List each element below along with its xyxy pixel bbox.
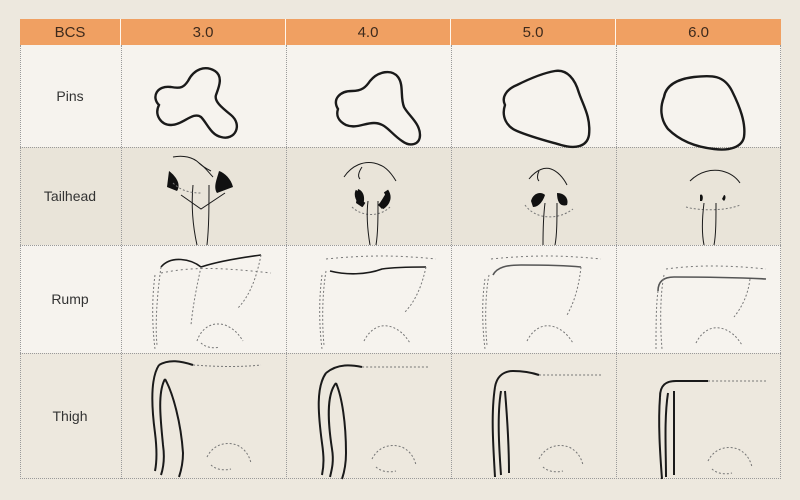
grid-hline (20, 245, 781, 246)
grid-hline (20, 353, 781, 354)
grid-vline (121, 45, 122, 479)
header-score-5: 5.0 (451, 19, 616, 45)
grid-hline (20, 478, 781, 479)
rump-drawing-bcs-6 (655, 265, 767, 350)
grid-vline (616, 45, 617, 479)
grid-vline (451, 45, 452, 479)
grid-vline (20, 45, 21, 479)
tailhead-drawing-bcs-4 (343, 162, 397, 246)
rump-drawing-bcs-4 (319, 255, 437, 350)
row-label-rump: Rump (51, 291, 89, 307)
row-bg-rump (20, 245, 781, 353)
header-bcs: BCS (20, 19, 121, 45)
bcs-table: BCS 3.0 4.0 5.0 6.0 Pins Tailhead Rump T… (20, 19, 781, 480)
tailhead-drawing-bcs-5 (524, 167, 574, 246)
thigh-drawing-bcs-5 (491, 369, 601, 478)
pins-drawing-bcs-5 (502, 69, 591, 149)
rump-drawing-bcs-5 (482, 255, 602, 350)
row-label-thigh: Thigh (52, 408, 88, 424)
pins-drawing-bcs-6 (660, 74, 746, 151)
tailhead-drawing-bcs-6 (685, 169, 741, 246)
thigh-drawing-bcs-6 (658, 380, 766, 480)
thigh-drawing-bcs-3 (151, 360, 262, 478)
pins-drawing-bcs-4 (334, 70, 422, 146)
row-bg-pins (20, 45, 781, 147)
row-label-pins: Pins (56, 88, 84, 104)
row-bg-thigh (20, 353, 781, 479)
row-bg-tailhead (20, 147, 781, 245)
rump-drawing-bcs-3 (152, 254, 272, 350)
thigh-drawing-bcs-4 (317, 364, 428, 480)
header-score-6: 6.0 (616, 19, 781, 45)
grid-hline (20, 147, 781, 148)
grid-vline (286, 45, 287, 479)
row-label-tailhead: Tailhead (43, 188, 97, 204)
header-score-4: 4.0 (286, 19, 451, 45)
header-score-3: 3.0 (121, 19, 286, 45)
tailhead-drawing-bcs-3 (167, 155, 233, 246)
pins-drawing-bcs-3 (154, 67, 238, 139)
grid-vline (780, 45, 781, 479)
